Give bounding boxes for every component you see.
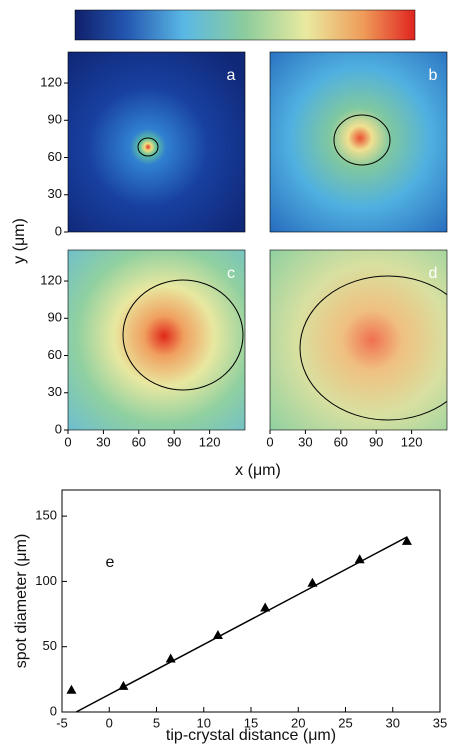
x-tick-label: 0	[64, 434, 71, 449]
panel-label: b	[429, 67, 438, 84]
heatmap-panel	[270, 52, 447, 232]
data-point	[402, 536, 412, 545]
x-tick-label: 35	[433, 715, 447, 730]
x-tick-label: 60	[132, 434, 146, 449]
x-tick-label: 0	[106, 715, 113, 730]
figure: a 0 30 60 90 120 b c 0 30 60 90 120 0 30 60 90 120 d 0 30 60 9…	[0, 0, 452, 747]
x-tick-label: 120	[401, 434, 423, 449]
x-tick-label: 90	[369, 434, 383, 449]
panel-label: d	[429, 265, 438, 282]
data-point	[166, 653, 176, 662]
y-tick-label: 0	[55, 223, 62, 238]
y-tick-label: 50	[43, 638, 57, 653]
y-tick-label: 60	[48, 149, 62, 164]
x-tick-label: 120	[199, 434, 221, 449]
y-tick-label: 30	[48, 186, 62, 201]
x-tick-label: 60	[334, 434, 348, 449]
data-point	[307, 578, 317, 587]
y-tick-label: 90	[48, 112, 62, 127]
y-tick-label: 90	[48, 310, 62, 325]
panel-label: a	[227, 67, 236, 84]
x-tick-label: 90	[167, 434, 181, 449]
panel-label: c	[227, 265, 235, 282]
x-tick-label: 5	[153, 715, 160, 730]
x-tick-label: 30	[386, 715, 400, 730]
y-tick-label: 150	[35, 508, 57, 523]
data-point	[260, 603, 270, 612]
y-tick-label: 100	[35, 573, 57, 588]
y-axis-label: y (μm)	[11, 218, 28, 264]
x-tick-label: 0	[266, 434, 273, 449]
data-point	[355, 554, 365, 563]
x-tick-label: -5	[56, 715, 68, 730]
y-tick-label: 30	[48, 384, 62, 399]
y-tick-label: 120	[40, 74, 62, 89]
x-tick-label: 25	[338, 715, 352, 730]
y-tick-label: 0	[55, 421, 62, 436]
x-axis-label: x (μm)	[235, 462, 281, 479]
x-tick-label: 30	[96, 434, 110, 449]
data-point	[66, 685, 76, 694]
y-tick-label: 120	[40, 272, 62, 287]
heatmap-panel	[270, 250, 447, 430]
x-tick-label: 30	[298, 434, 312, 449]
heatmap-panel	[68, 250, 245, 430]
heatmaps	[68, 52, 452, 430]
plot-frame	[62, 490, 440, 712]
colorbar	[75, 10, 415, 40]
x-axis-label: tip-crystal distance (μm)	[166, 727, 336, 744]
y-tick-label: 60	[48, 347, 62, 362]
panel-label: e	[106, 554, 115, 571]
y-axis-label: spot diameter (μm)	[13, 534, 30, 669]
